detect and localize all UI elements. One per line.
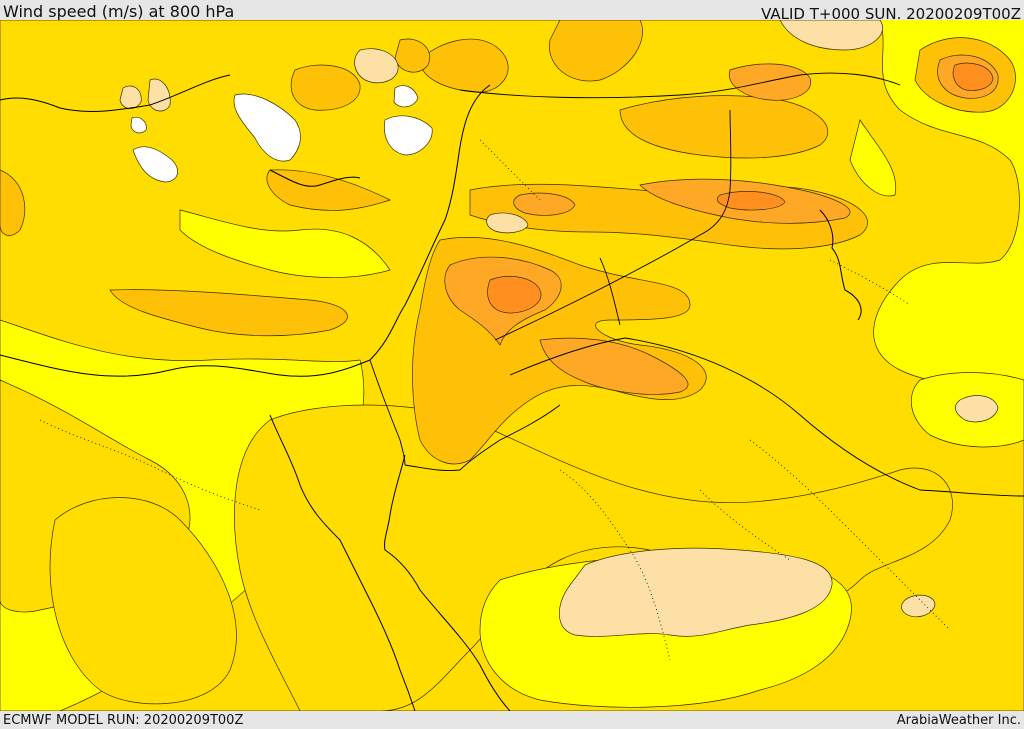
contour-region [130,116,147,134]
model-run-label: ECMWF MODEL RUN: 20200209T00Z [3,713,244,728]
map-title: Wind speed (m/s) at 800 hPa [3,2,235,21]
contour-region [179,209,391,278]
map-footer: ECMWF MODEL RUN: 20200209T00Z ArabiaWeat… [0,711,1024,729]
contour-region [354,48,399,84]
contour-region [901,594,936,618]
country-border [369,359,406,466]
valid-time: VALID T+000 SUN. 20200209T00Z [761,5,1021,23]
country-border [599,257,621,326]
country-border [459,72,901,99]
contour-region [952,62,994,91]
contour-region [394,38,430,73]
country-border [404,404,561,471]
provider-label: ArabiaWeather Inc. [896,713,1021,728]
province-boundary [749,439,951,631]
contour-region [233,93,301,162]
contour-region [539,337,689,395]
contour-region [266,169,391,211]
coastline [269,414,416,711]
map-canvas[interactable] [0,20,1024,711]
contour-region [132,146,178,183]
contour-region [384,115,433,156]
coastline [819,209,862,321]
contour-region [419,38,509,93]
contour-region [716,191,786,211]
contour-region [549,20,643,82]
contour-region [619,95,829,159]
province-boundary [829,259,911,306]
contour-region [0,169,26,236]
contour-region [513,192,576,216]
contour-region [486,212,529,234]
country-border [494,109,732,341]
contour-region [49,497,237,705]
coastline [384,454,511,711]
contour-region [119,85,142,109]
contour-region [109,289,348,337]
contour-region [487,276,542,314]
contour-region [955,395,999,423]
map-header: Wind speed (m/s) at 800 hPa VALID T+000 … [0,0,1024,23]
coastline [269,169,361,187]
coastline [0,74,231,112]
country-border [509,337,1024,497]
contour-region [393,85,419,108]
contour-region [558,547,833,637]
coastline [0,84,491,377]
contour-region [290,64,361,111]
contour-region [779,20,883,51]
province-boundary [559,469,671,661]
province-boundary [479,139,541,201]
contour-region [147,78,171,112]
contour-region [849,119,897,197]
wind-speed-map[interactable] [0,20,1024,711]
contour-region [728,63,812,101]
